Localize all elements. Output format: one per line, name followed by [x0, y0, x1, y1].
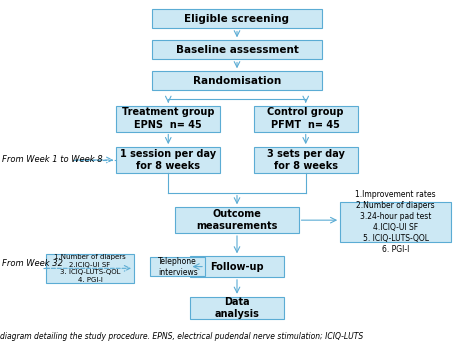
Text: 1.Number of diapers
2.ICIQ-UI SF
3. ICIQ-LUTS-QOL
4. PGI-I: 1.Number of diapers 2.ICIQ-UI SF 3. ICIQ…: [54, 254, 126, 282]
FancyBboxPatch shape: [340, 202, 451, 241]
Text: Telephone
interviews: Telephone interviews: [158, 257, 198, 277]
Text: 1.Improvement rates
2.Number of diapers
3.24-hour pad test
4.ICIQ-UI SF
5. ICIQ-: 1.Improvement rates 2.Number of diapers …: [356, 190, 436, 254]
FancyBboxPatch shape: [116, 147, 220, 173]
FancyBboxPatch shape: [152, 9, 322, 29]
Text: diagram detailing the study procedure. EPNS, electrical pudendal nerve stimulati: diagram detailing the study procedure. E…: [0, 332, 363, 341]
Text: 1 session per day
for 8 weeks: 1 session per day for 8 weeks: [120, 149, 216, 171]
Text: 3 sets per day
for 8 weeks: 3 sets per day for 8 weeks: [267, 149, 345, 171]
Text: Outcome
measurements: Outcome measurements: [196, 209, 278, 232]
FancyBboxPatch shape: [190, 297, 284, 319]
FancyBboxPatch shape: [254, 106, 358, 131]
FancyBboxPatch shape: [175, 207, 299, 233]
Text: Randomisation: Randomisation: [193, 76, 281, 86]
FancyBboxPatch shape: [190, 256, 284, 277]
Text: Eligible screening: Eligible screening: [184, 14, 290, 24]
Text: Follow-up: Follow-up: [210, 261, 264, 272]
FancyBboxPatch shape: [116, 106, 220, 131]
Text: Baseline assessment: Baseline assessment: [175, 45, 299, 55]
FancyBboxPatch shape: [254, 147, 358, 173]
FancyBboxPatch shape: [46, 254, 134, 283]
Text: Treatment group
EPNS  n= 45: Treatment group EPNS n= 45: [122, 107, 215, 130]
FancyBboxPatch shape: [152, 72, 322, 90]
Text: From Week 1 to Week 8: From Week 1 to Week 8: [2, 155, 103, 164]
Text: Data
analysis: Data analysis: [215, 297, 259, 319]
FancyBboxPatch shape: [152, 40, 322, 59]
FancyBboxPatch shape: [151, 257, 205, 276]
Text: From Week 32: From Week 32: [2, 259, 64, 268]
Text: Control group
PFMT  n= 45: Control group PFMT n= 45: [267, 107, 344, 130]
